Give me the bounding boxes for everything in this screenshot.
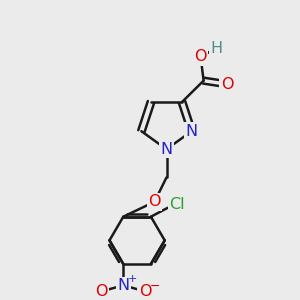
Text: N: N: [185, 124, 198, 139]
Text: −: −: [150, 280, 161, 292]
Text: O: O: [148, 194, 161, 209]
Text: N: N: [160, 142, 172, 157]
Text: O: O: [221, 77, 233, 92]
Text: O: O: [194, 50, 207, 64]
Text: N: N: [117, 278, 129, 293]
Text: O: O: [95, 284, 108, 299]
Text: O: O: [139, 284, 151, 299]
Text: Cl: Cl: [169, 197, 185, 212]
Text: H: H: [210, 40, 222, 56]
Text: +: +: [128, 274, 138, 284]
